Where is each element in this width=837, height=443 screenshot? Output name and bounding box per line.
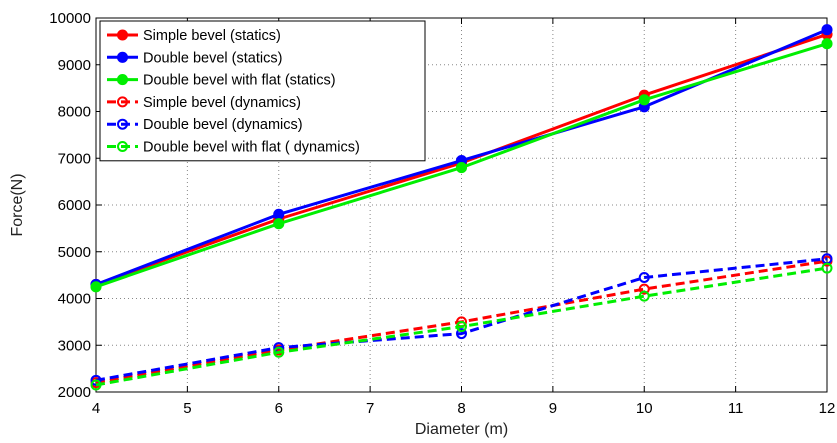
- data-point: [455, 162, 468, 174]
- legend-item: Simple bevel (statics): [107, 28, 281, 44]
- legend-label: Double bevel with flat (statics): [143, 73, 336, 89]
- legend-item: Double bevel (dynamics): [107, 117, 303, 133]
- legend-item: Double bevel with flat (statics): [107, 73, 336, 89]
- series-3: [90, 38, 833, 293]
- data-point: [821, 262, 833, 274]
- y-tick-label: 6000: [58, 197, 91, 214]
- x-tick-label: 7: [366, 400, 374, 417]
- series-6: [90, 262, 833, 391]
- legend-label: Simple bevel (dynamics): [143, 95, 301, 111]
- y-tick-label: 10000: [49, 10, 91, 27]
- x-tick-label: 11: [728, 400, 744, 417]
- legend-item: Double bevel with flat ( dynamics): [107, 140, 360, 156]
- series-line: [95, 266, 828, 387]
- series: [90, 24, 833, 391]
- y-tick-label: 4000: [58, 291, 91, 308]
- data-point: [821, 24, 833, 36]
- data-point: [273, 346, 285, 358]
- data-point: [638, 271, 650, 283]
- axis-ticks: 4 5 6 7 8 9 10 11 12 2000 3000 4000 5000 6000 7000 8000…: [49, 10, 835, 417]
- data-point: [273, 218, 285, 230]
- x-tick-label: 10: [636, 400, 653, 417]
- legend-label: Double bevel (statics): [143, 50, 282, 66]
- data-point: [90, 379, 102, 391]
- legend-marker: [117, 141, 128, 152]
- x-axis-label: Diameter (m): [415, 421, 508, 438]
- y-tick-label: 8000: [58, 104, 91, 121]
- series-line: [95, 257, 828, 382]
- x-tick-label: 8: [457, 400, 465, 417]
- x-tick-label: 6: [275, 400, 283, 417]
- x-tick-label: 5: [183, 400, 191, 417]
- legend-marker: [117, 96, 128, 108]
- legend-marker: [117, 118, 128, 130]
- y-tick-label: 9000: [58, 57, 91, 74]
- legend-marker: [116, 74, 129, 86]
- y-tick-label: 2000: [58, 384, 91, 401]
- legend-item: Simple bevel (dynamics): [107, 95, 301, 111]
- legend: Simple bevel (statics) Double bevel (stat…: [99, 20, 426, 162]
- x-tick-label: 12: [819, 400, 836, 417]
- legend-label: Simple bevel (statics): [143, 28, 281, 44]
- y-tick-label: 5000: [58, 244, 91, 261]
- x-tick-label: 9: [549, 400, 557, 417]
- y-axis-label: Force(N): [9, 173, 26, 236]
- legend-label: Double bevel with flat ( dynamics): [143, 140, 360, 156]
- data-point: [456, 328, 467, 340]
- y-tick-label: 7000: [58, 150, 91, 167]
- data-point: [638, 290, 650, 302]
- data-point: [821, 38, 833, 50]
- legend-marker: [116, 51, 129, 63]
- legend-marker: [116, 29, 129, 41]
- data-point: [273, 208, 285, 220]
- y-tick-label: 3000: [58, 337, 91, 354]
- data-point: [638, 94, 650, 106]
- data-point: [638, 283, 650, 295]
- legend-label: Double bevel (dynamics): [143, 117, 303, 133]
- data-point: [90, 281, 102, 293]
- legend-item: Double bevel (statics): [107, 50, 282, 66]
- data-point: [456, 321, 467, 333]
- x-tick-label: 4: [92, 400, 100, 417]
- legend-box: [99, 20, 426, 162]
